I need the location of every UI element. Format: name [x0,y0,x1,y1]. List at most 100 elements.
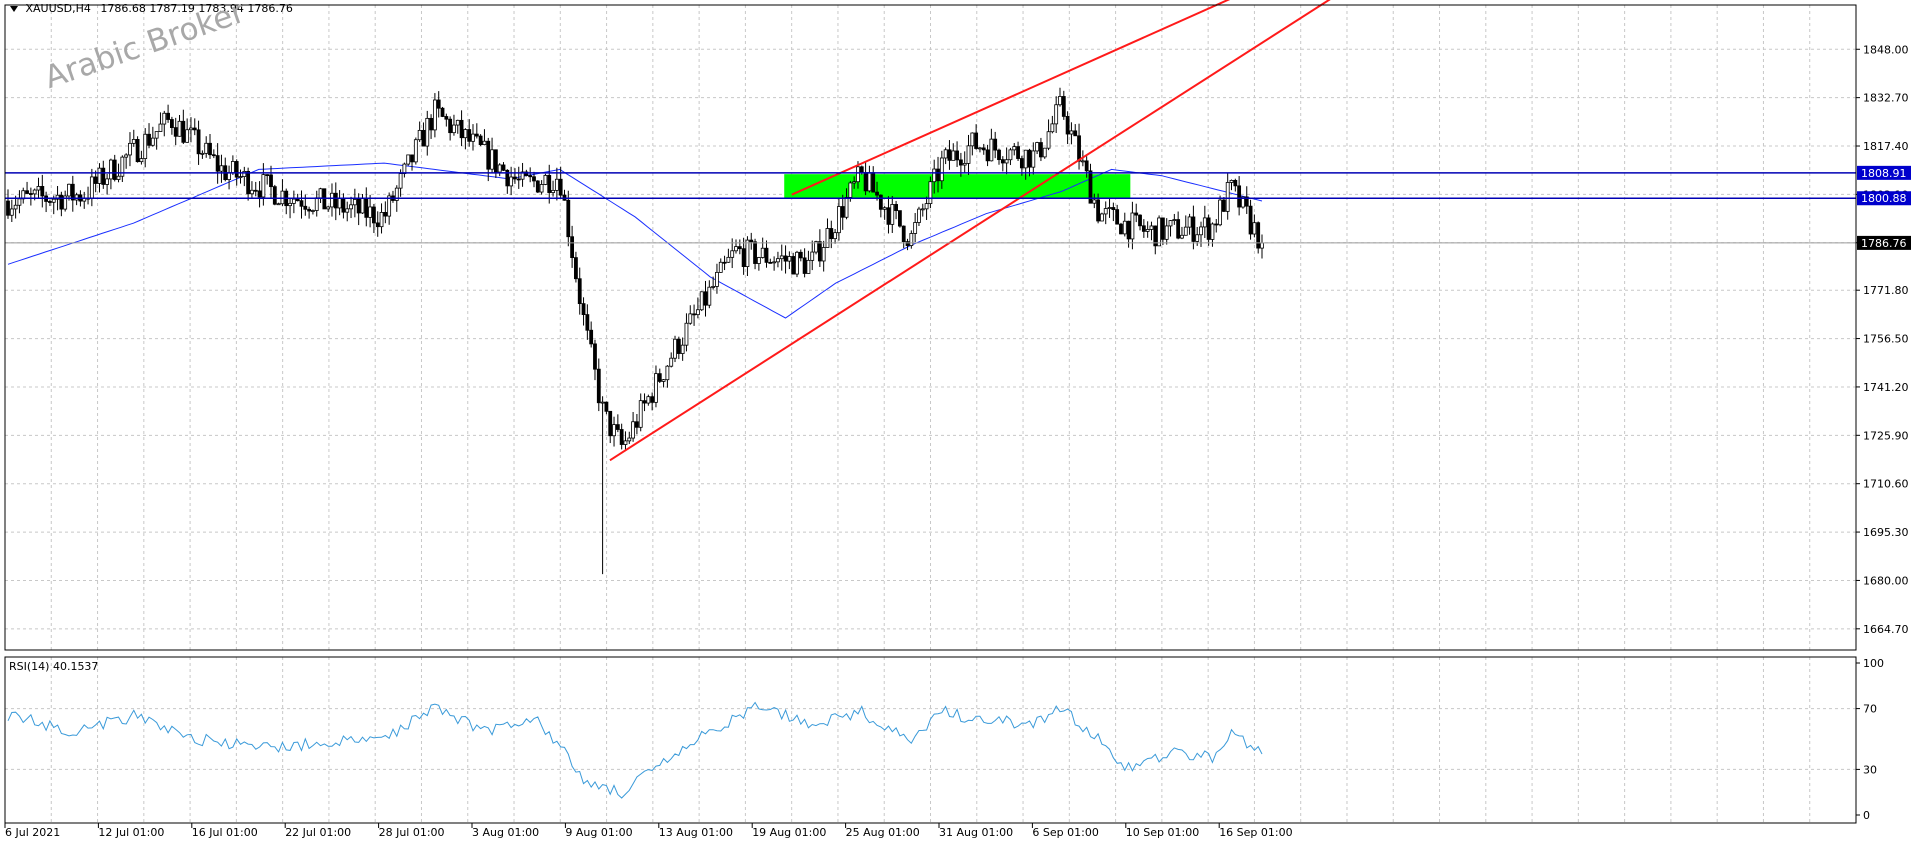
candle-body [1103,208,1108,215]
candle-body [303,205,308,210]
candle-body [112,159,117,180]
candle-body [878,194,883,210]
candle-body [1183,226,1188,236]
time-tick-label: 12 Jul 01:00 [98,826,164,839]
candle-body [417,129,422,141]
candle-body [1096,199,1101,222]
candle-body [1157,217,1161,247]
candle-body [680,344,685,354]
candle-body [173,127,178,137]
candle-body [227,172,231,181]
candle-body [532,176,536,182]
candle-body [440,107,445,117]
candle-body [383,212,388,217]
candle-body [570,236,575,259]
candle-body [208,142,212,156]
candle-body [1229,179,1234,183]
candle-body [962,162,967,166]
candle-body [116,175,121,180]
candle-body [715,271,719,287]
candle-body [695,309,700,316]
candle-body [737,246,742,250]
candle-body [1122,220,1127,235]
candle-body [631,421,635,439]
candle-body [646,396,651,404]
candle-body [269,174,273,188]
candle-body [337,198,342,209]
candle-body [364,198,369,218]
chart-frame [4,4,1857,824]
candle-body [291,198,296,204]
candlesticks [6,87,1264,575]
moving-average [7,162,1263,319]
candle-body [535,180,540,193]
candle-body [425,117,430,147]
candle-body [936,168,940,182]
candle-body [558,178,563,196]
rsi-indicator [7,701,1263,799]
candle-body [543,174,548,185]
price-tick-label: 1695.30 [1863,526,1909,539]
candle-body [505,169,510,187]
candle-body [909,233,914,246]
candle-body [55,194,60,200]
candle-body [981,147,986,151]
candle-body [917,208,921,223]
candle-body [913,222,918,234]
candle-body [67,183,71,197]
horizontal-levels [5,172,1856,244]
candle-body [311,210,315,212]
candle-body [375,222,380,228]
candle-body [253,189,258,192]
candle-body [745,239,750,267]
time-tick-label: 22 Jul 01:00 [285,826,351,839]
candle-body [1119,223,1123,235]
time-tick-label: 13 Aug 01:00 [659,826,733,839]
candle-body [70,183,75,201]
candle-body [1065,116,1070,135]
candle-body [1042,147,1047,158]
rsi-panel-border [4,656,1857,824]
candle-body [730,250,735,258]
candle-body [276,203,281,206]
candle-body [1256,222,1261,249]
candle-body [432,99,437,131]
candle-body [875,191,879,196]
candle-body [139,158,144,163]
candle-body [1111,207,1116,210]
candle-body [1027,149,1032,168]
trendlines [609,0,1331,462]
candle-body [143,133,148,160]
candle-body [817,241,822,262]
candle-body [177,120,182,137]
candle-body [1176,219,1181,239]
price-tick-label: 1741.20 [1863,381,1909,394]
candle-body [452,124,456,134]
candle-body [1073,130,1078,137]
price-tick-label: 1756.50 [1863,333,1909,346]
candle-body [1168,220,1173,227]
candle-body [6,200,10,216]
candle-body [1046,131,1051,149]
rsi-axis: 100 70 30 0 [1856,657,1884,822]
dropdown-triangle-icon[interactable] [10,6,18,12]
price-badges: 1808.91 1800.88 1786.76 [1857,165,1911,250]
candle-body [943,149,948,159]
candle-body [863,172,868,192]
candle-body [844,196,849,218]
candle-body [230,161,235,174]
price-tick-label: 1664.70 [1863,623,1909,636]
candle-body [856,166,860,183]
candle-body [1244,196,1249,207]
candle-body [128,142,132,156]
candle-body [966,145,971,164]
candle-body [772,261,777,264]
time-tick-label: 25 Aug 01:00 [846,826,920,839]
candle-body [638,400,643,428]
candle-body [379,212,384,228]
candle-body [459,119,464,139]
candle-body [219,165,224,172]
candle-body [1199,226,1203,236]
candle-body [1115,209,1120,225]
